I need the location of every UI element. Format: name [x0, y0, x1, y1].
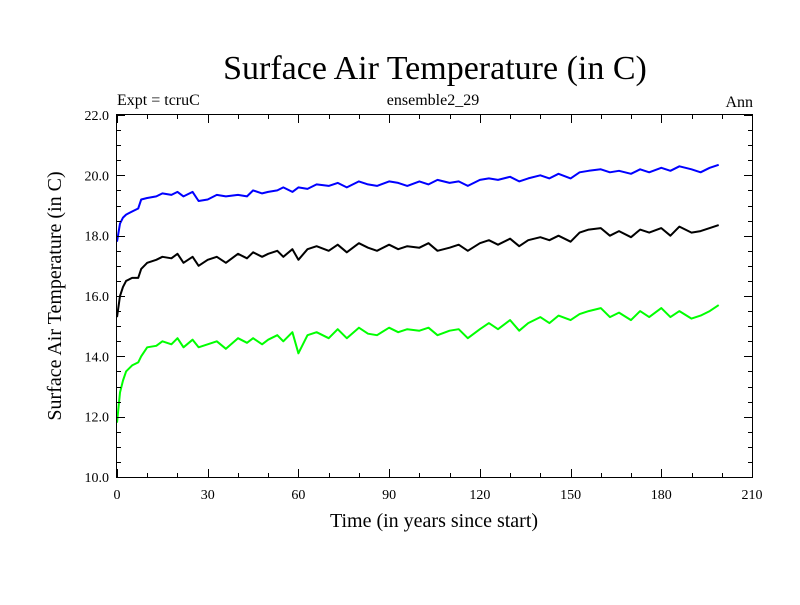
x-tick-label: 120: [469, 488, 490, 503]
x-axis-label: Time (in years since start): [330, 510, 538, 532]
series-line-upper: [116, 163, 720, 242]
ensemble-label: ensemble2_29: [387, 92, 479, 109]
y-tick-label: 10.0: [85, 471, 110, 486]
period-label: Ann: [725, 94, 753, 111]
x-tick-label: 0: [114, 488, 121, 503]
y-tick-label: 16.0: [85, 290, 110, 305]
series-line-lower: [116, 304, 720, 423]
series-line-middle: [116, 224, 720, 318]
y-tick-label: 18.0: [85, 230, 110, 245]
y-tick-label: 22.0: [85, 109, 110, 124]
y-axis: 10.0 12.0 14.0 16.0 18.0 20.0 22.0: [85, 109, 752, 486]
x-tick-label: 90: [382, 488, 396, 503]
experiment-label: Expt = tcruC: [117, 92, 200, 109]
x-tick-label: 150: [560, 488, 581, 503]
x-tick-label: 210: [742, 488, 763, 503]
plot-area: [116, 163, 720, 423]
x-tick-label: 180: [651, 488, 672, 503]
x-axis: 0 30 60 90 120 150 180 210: [114, 115, 763, 503]
chart-title: Surface Air Temperature (in C): [223, 50, 647, 87]
y-tick-label: 20.0: [85, 169, 110, 184]
plot-frame: [116, 114, 753, 478]
y-tick-label: 12.0: [85, 411, 110, 426]
x-tick-label: 30: [201, 488, 215, 503]
x-tick-label: 60: [291, 488, 305, 503]
y-axis-label: Surface Air Temperature (in C): [44, 171, 66, 420]
y-tick-label: 14.0: [85, 350, 110, 365]
